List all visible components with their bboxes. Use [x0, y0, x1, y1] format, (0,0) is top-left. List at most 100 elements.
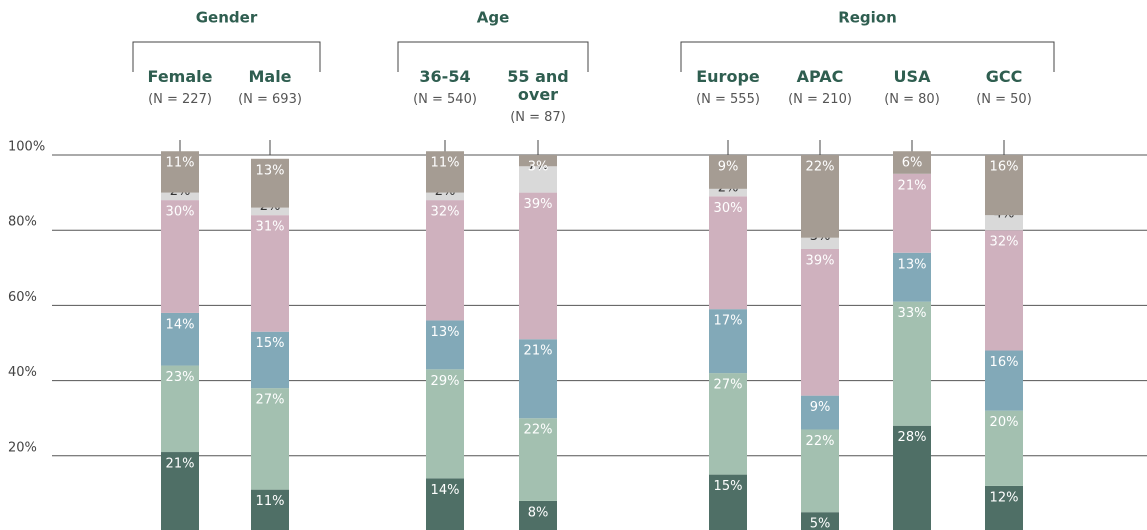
value-label: 6%	[902, 156, 923, 171]
category-n: (N = 50)	[976, 92, 1032, 107]
bar-segment	[893, 151, 931, 174]
column-header: 55 and over (N = 87)	[500, 68, 576, 126]
bar-segment	[251, 331, 289, 389]
bar-segment	[893, 252, 931, 302]
bar-segment	[709, 196, 747, 310]
value-label: 11%	[256, 494, 285, 509]
bar-segment	[426, 200, 464, 321]
bar-segment	[801, 249, 839, 396]
value-label: 22%	[806, 434, 835, 449]
value-label: 21%	[166, 457, 195, 472]
bar-segment	[985, 410, 1023, 486]
value-label: 15%	[256, 336, 285, 351]
bar-segment	[161, 192, 199, 201]
bar-segment	[426, 151, 464, 193]
value-label: 22%	[524, 423, 553, 438]
y-tick-label: 80%	[8, 215, 37, 230]
value-label: 12%	[990, 490, 1019, 505]
category-label: Europe	[696, 67, 760, 86]
category-label: APAC	[796, 67, 844, 86]
value-label: 30%	[166, 205, 195, 220]
bar-segment	[426, 478, 464, 530]
value-label: 29%	[431, 374, 460, 389]
category-n: (N = 80)	[884, 92, 940, 107]
bar-segment	[519, 155, 557, 167]
value-label: 13%	[898, 257, 927, 272]
category-label: Female	[147, 67, 213, 86]
bar-segment	[893, 425, 931, 530]
value-label: 17%	[714, 314, 743, 329]
bar-segment	[519, 418, 557, 501]
bar-segment	[801, 512, 839, 530]
category-label: USA	[893, 67, 931, 86]
bar-segment	[709, 188, 747, 197]
category-n: (N = 210)	[788, 92, 852, 107]
category-n: (N = 227)	[148, 92, 212, 107]
bar-segment	[161, 151, 199, 193]
category-n: (N = 693)	[238, 92, 302, 107]
bar-segment	[426, 320, 464, 370]
bar-segment	[985, 230, 1023, 351]
y-tick-label: 100%	[8, 140, 45, 155]
bar-segment	[251, 215, 289, 332]
value-label: 33%	[898, 306, 927, 321]
group-bracket	[397, 41, 589, 72]
bar-segment	[985, 215, 1023, 231]
value-label: 21%	[524, 344, 553, 359]
value-label: 32%	[431, 205, 460, 220]
value-label: 9%	[718, 160, 739, 175]
value-label: 14%	[431, 483, 460, 498]
value-label: 3%	[528, 160, 549, 175]
bar-segment	[709, 155, 747, 189]
value-label: 5%	[810, 517, 831, 530]
value-label: 11%	[431, 156, 460, 171]
value-label: 39%	[524, 197, 553, 212]
value-label: 30%	[714, 201, 743, 216]
group-bracket	[680, 41, 1055, 72]
value-label: 9%	[810, 400, 831, 415]
value-label: 23%	[166, 370, 195, 385]
value-label: 21%	[898, 178, 927, 193]
bar-segment	[251, 489, 289, 530]
value-label: 39%	[806, 254, 835, 269]
bar-segment	[985, 350, 1023, 411]
bar-segment	[251, 158, 289, 208]
value-label: 27%	[714, 378, 743, 393]
value-label: 13%	[431, 325, 460, 340]
bar-segment	[985, 485, 1023, 530]
bar-segment	[251, 388, 289, 490]
column-header: GCC (N = 50)	[966, 68, 1042, 108]
column-header: Europe (N = 555)	[690, 67, 766, 108]
bar-segment	[161, 452, 199, 530]
y-tick-label: 40%	[8, 365, 37, 380]
bar-segment	[251, 207, 289, 216]
bar-segment	[801, 429, 839, 513]
bar-segment	[519, 166, 557, 193]
bar-segment	[519, 500, 557, 530]
value-label: 11%	[166, 156, 195, 171]
y-tick-label: 60%	[8, 290, 37, 305]
value-label: 14%	[166, 317, 195, 332]
bar-segment	[709, 474, 747, 530]
value-label: 8%	[528, 505, 549, 520]
column-header: USA (N = 80)	[874, 67, 950, 108]
category-label: 36-54	[419, 67, 471, 86]
bar-segment	[426, 369, 464, 479]
category-label: Male	[248, 67, 292, 86]
bar-segment	[801, 155, 839, 238]
value-label: 31%	[256, 220, 285, 235]
value-label: 16%	[990, 355, 1019, 370]
bar-segment	[161, 312, 199, 366]
value-label: 13%	[256, 163, 285, 178]
column-header: 36-54 (N = 540)	[407, 67, 483, 108]
category-n: (N = 540)	[413, 92, 477, 107]
column-header: Female (N = 227)	[142, 67, 218, 108]
value-label: 16%	[990, 160, 1019, 175]
bar-segment	[426, 192, 464, 201]
bar-segment	[709, 373, 747, 475]
value-label: 15%	[714, 479, 743, 494]
bar-segment	[519, 192, 557, 340]
bar-segment	[709, 309, 747, 374]
